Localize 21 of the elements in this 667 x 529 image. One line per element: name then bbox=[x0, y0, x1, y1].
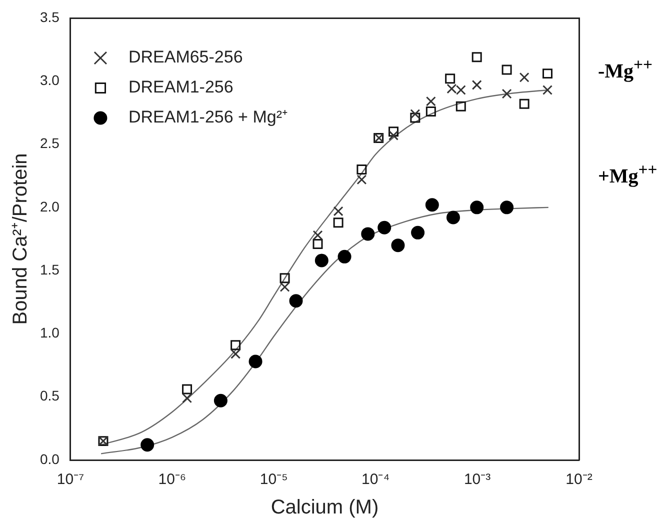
x-axis-title: Calcium (M) bbox=[270, 496, 379, 519]
legend-label: DREAM65-256 bbox=[128, 48, 243, 67]
y-tick-label: 1.5 bbox=[40, 261, 60, 278]
x-tick-label: 10⁻² bbox=[566, 471, 592, 488]
y-tick-label: 2.0 bbox=[40, 198, 60, 214]
y-tick-label: 2.5 bbox=[40, 135, 60, 152]
y-tick-label: 3.0 bbox=[40, 72, 60, 88]
x-tick-label: 10⁻⁴ bbox=[362, 471, 390, 488]
x-tick-label: 10⁻⁷ bbox=[56, 471, 84, 488]
x-tick-label: 10⁻⁵ bbox=[260, 471, 288, 488]
x-tick-label: 10⁻⁶ bbox=[158, 471, 186, 488]
legend-label: DREAM1-256 + Mg²⁺ bbox=[128, 108, 288, 127]
y-tick-label: 0.5 bbox=[40, 388, 60, 404]
x-tick-label: 10⁻³ bbox=[464, 471, 491, 488]
y-tick-label: 1.0 bbox=[40, 324, 60, 341]
y-tick-label: 3.5 bbox=[40, 8, 60, 25]
legend-label: DREAM1-256 bbox=[128, 78, 234, 97]
y-tick-label: 0.0 bbox=[40, 450, 60, 467]
text: -Mg$^{++}$ bbox=[598, 55, 653, 84]
y-axis-title: Bound Ca²⁺/Protein bbox=[10, 153, 32, 325]
text: +Mg$^{++}$ bbox=[598, 160, 658, 189]
